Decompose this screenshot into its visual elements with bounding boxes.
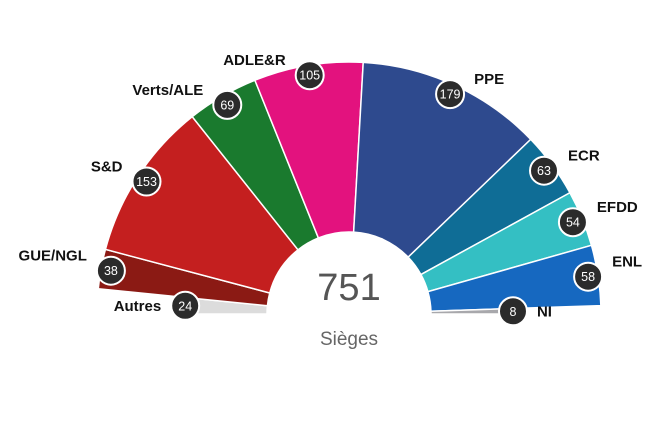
badge-circle-gue-ngl [95,255,126,286]
segment-ppe [352,61,532,259]
seat-count-verts-ale: 69 [220,98,234,112]
party-label-efdd: EFDD [597,199,638,216]
badge-enl: 58 [573,261,604,292]
seat-count-ni: 8 [510,305,517,319]
party-label-autres: Autres [114,298,162,315]
badge-autres: 24 [170,290,201,321]
seat-count-enl: 58 [581,270,595,284]
party-label-verts-ale: Verts/ALE [132,82,203,99]
seat-count-ppe: 179 [440,88,461,102]
badge-ni: 8 [497,296,528,327]
badge-verts-ale: 69 [212,89,243,120]
party-label-ecr: ECR [568,148,600,165]
badge-circle-s-d [131,166,162,197]
badge-gue-ngl: 38 [95,255,126,286]
seat-count-autres: 24 [178,299,192,313]
badge-adle-r: 105 [294,60,325,91]
segment-s-d [104,115,300,294]
badge-ppe: 179 [435,79,466,110]
badge-ecr: 63 [529,155,560,186]
seat-count-gue-ngl: 38 [104,264,118,278]
badge-circle-ppe [435,79,466,110]
party-label-enl: ENL [612,254,642,271]
party-label-ni: NI [537,303,552,320]
badge-s-d: 153 [131,166,162,197]
badge-efdd: 54 [557,207,588,238]
badge-circle-efdd [557,207,588,238]
badge-circle-ecr [529,155,560,186]
total-seats-caption: Sièges [320,329,378,350]
seat-count-efdd: 54 [566,216,580,230]
party-label-s-d: S&D [91,159,123,176]
badge-circle-enl [573,261,604,292]
badge-circle-autres [170,290,201,321]
party-label-ppe: PPE [474,71,504,88]
badge-circle-ni [497,296,528,327]
party-label-adle-r: ADLE&R [223,52,286,69]
total-seats-value: 751 [317,267,380,309]
party-label-gue-ngl: GUE/NGL [19,248,87,265]
seat-count-s-d: 153 [136,175,157,189]
seat-count-ecr: 63 [537,164,551,178]
badge-circle-verts-ale [212,89,243,120]
seat-count-adle-r: 105 [299,69,320,83]
badge-circle-adle-r [294,60,325,91]
